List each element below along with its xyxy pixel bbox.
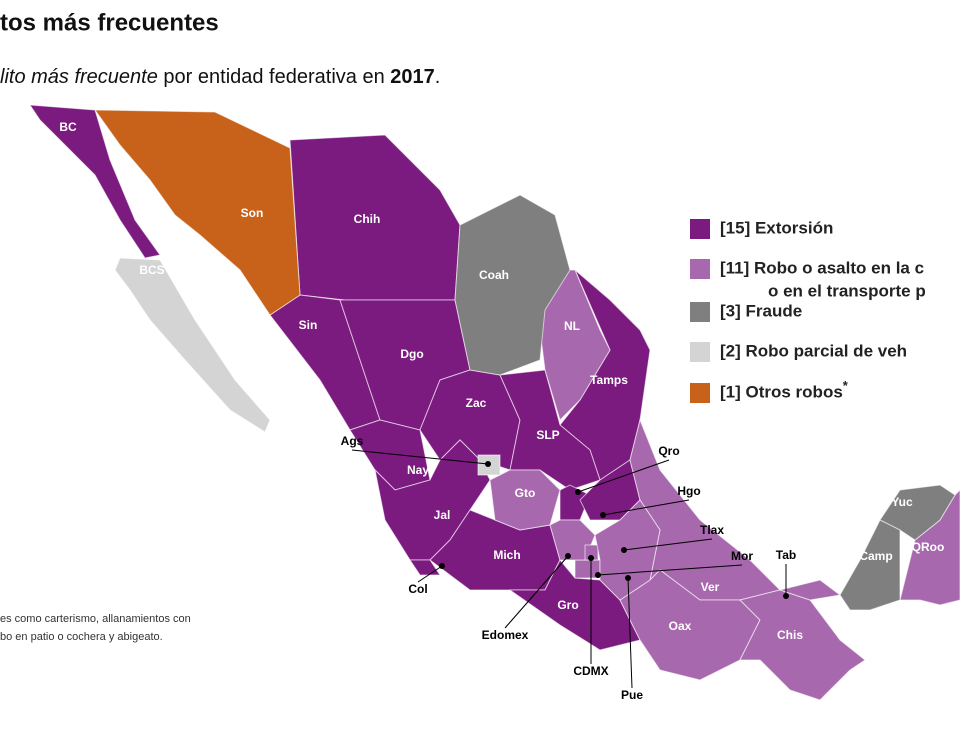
leader-line xyxy=(577,459,670,493)
state-region xyxy=(409,559,441,576)
footnote-line: es como carterismo, allanamientos con xyxy=(0,613,191,625)
leader-dot xyxy=(595,572,601,578)
title: tos más frecuentes xyxy=(0,9,219,36)
state-region xyxy=(454,194,571,376)
state-region xyxy=(839,519,901,611)
state-label: Qro xyxy=(658,444,679,458)
state-region xyxy=(94,109,301,316)
state-label: NL xyxy=(564,319,580,333)
state-region xyxy=(29,104,161,259)
leader-line xyxy=(597,564,743,576)
leader-dot xyxy=(588,555,594,561)
state-label: Nay xyxy=(407,463,429,477)
state-label: Mor xyxy=(731,549,753,563)
state-region xyxy=(489,469,561,531)
legend-swatch xyxy=(690,342,710,362)
leader-dot xyxy=(575,489,581,495)
legend-label: [2] Robo parcial de veh xyxy=(720,341,907,360)
leader-line xyxy=(602,499,690,516)
leader-dot xyxy=(621,547,627,553)
state-label: Col xyxy=(408,582,427,596)
legend-swatch xyxy=(690,259,710,279)
leader-line xyxy=(351,449,489,465)
legend-label: [15] Extorsión xyxy=(720,218,833,237)
subtitle-end: . xyxy=(435,66,441,88)
leader-line xyxy=(504,555,569,629)
state-region xyxy=(584,544,599,561)
state-label: CDMX xyxy=(573,664,608,678)
state-label: SLP xyxy=(536,428,559,442)
state-region xyxy=(349,419,431,491)
state-label: Ags xyxy=(341,434,364,448)
legend-mark: * xyxy=(843,378,849,393)
state-label: Pue xyxy=(621,688,643,702)
state-label: Edomex xyxy=(482,628,529,642)
state-label: Ver xyxy=(701,580,720,594)
legend-label: [3] Fraude xyxy=(720,301,802,320)
state-label: Tab xyxy=(776,548,796,562)
state-label: Coah xyxy=(479,268,509,282)
state-region xyxy=(879,484,956,541)
leader-dot xyxy=(485,461,491,467)
state-label: Hgo xyxy=(677,484,700,498)
leader-dot xyxy=(783,593,789,599)
state-region xyxy=(629,418,781,601)
state-region xyxy=(114,257,271,433)
legend-swatch xyxy=(690,383,710,403)
leader-dot xyxy=(439,563,445,569)
leader-line xyxy=(417,565,443,583)
state-region xyxy=(739,589,866,701)
leader-line xyxy=(623,538,713,551)
state-label: Oax xyxy=(669,619,692,633)
state-label: Chih xyxy=(354,212,381,226)
legend-swatch xyxy=(690,219,710,239)
subtitle-plain: por entidad federativa en xyxy=(163,66,384,88)
legend-label: o en el transporte p xyxy=(768,281,926,300)
state-label: Son xyxy=(241,206,264,220)
legend: [15] Extorsión [11] Robo o asalto en la c… xyxy=(690,218,926,403)
state-label: Tlax xyxy=(700,523,724,537)
state-label: Tamps xyxy=(590,373,628,387)
state-label: Gro xyxy=(557,598,578,612)
state-label: Yuc xyxy=(891,495,913,509)
state-label: Chis xyxy=(777,628,803,642)
state-label: Dgo xyxy=(400,347,423,361)
state-label: Zac xyxy=(466,396,487,410)
leader-dot xyxy=(625,575,631,581)
subtitle-italic: lito más frecuente xyxy=(0,66,158,88)
map: BC Chih Sin Dgo Tamps Zac SLP Qro Nay Hgo Jal Tlax M… xyxy=(29,104,960,702)
footnote-line: bo en patio o cochera y abigeato. xyxy=(0,631,163,643)
state-label: BCS xyxy=(139,263,164,277)
leader-dot xyxy=(565,553,571,559)
legend-label: [1] Otros robos* xyxy=(720,378,849,401)
state-label: QRoo xyxy=(912,540,945,554)
state-label: Sin xyxy=(299,318,318,332)
leader-dot xyxy=(600,512,606,518)
legend-swatch xyxy=(690,302,710,322)
legend-label: [11] Robo o asalto en la c xyxy=(720,258,924,277)
subtitle: lito más frecuente por entidad federativ… xyxy=(0,66,440,88)
state-label: BC xyxy=(59,120,77,134)
state-label: Gto xyxy=(515,486,536,500)
state-label: Camp xyxy=(859,549,892,563)
leader-line xyxy=(627,577,633,689)
state-label: Mich xyxy=(493,548,520,562)
state-region xyxy=(499,369,601,491)
state-label: Jal xyxy=(434,508,451,522)
subtitle-year: 2017 xyxy=(390,66,435,88)
